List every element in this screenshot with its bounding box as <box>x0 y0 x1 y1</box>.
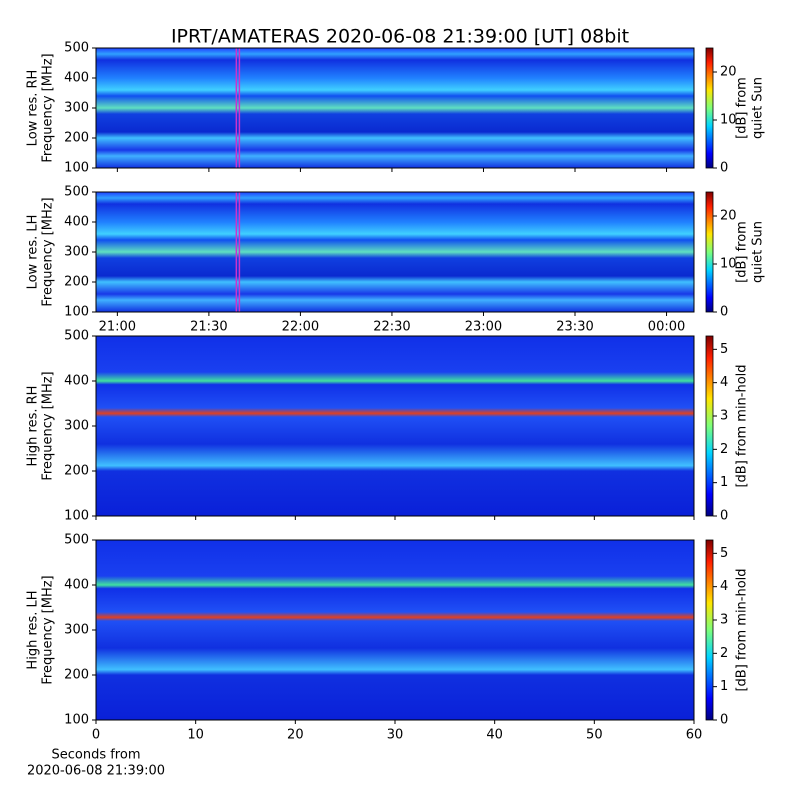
y-axis-label: Low res. LH <box>26 215 41 290</box>
colorbar-tick-label: 0 <box>720 509 728 524</box>
x-tick-label: 60 <box>686 728 703 743</box>
x-tick-label: 20 <box>287 728 304 743</box>
y-tick-label: 400 <box>64 215 89 230</box>
colorbar-tick-label: 20 <box>720 65 737 80</box>
colorbar-tick-label: 3 <box>720 613 728 628</box>
colorbar-tick-label: 0 <box>720 305 728 320</box>
x-tick-label: 22:00 <box>282 320 319 335</box>
colorbar-tick-label: 4 <box>720 375 728 390</box>
y-tick-label: 100 <box>64 305 89 320</box>
x-tick-label: 22:30 <box>373 320 410 335</box>
x-tick-label: 23:30 <box>556 320 593 335</box>
y-tick-label: 500 <box>64 329 89 344</box>
x-tick-label: 0 <box>92 728 100 743</box>
colorbar <box>705 539 714 721</box>
colorbar-tick-label: 5 <box>720 342 728 357</box>
y-tick-label: 200 <box>64 275 89 290</box>
y-tick-label: 300 <box>64 419 89 434</box>
colorbar-tick-label: 0 <box>720 161 728 176</box>
x-tick-label: 00:00 <box>648 320 685 335</box>
colorbar <box>705 335 714 517</box>
colorbar <box>705 191 714 313</box>
y-tick-label: 400 <box>64 71 89 86</box>
colorbar-tick-label: 1 <box>720 679 728 694</box>
y-tick-label: 200 <box>64 464 89 479</box>
y-tick-label: 500 <box>64 41 89 56</box>
colorbar-tick-label: 10 <box>720 257 737 272</box>
y-tick-label: 200 <box>64 668 89 683</box>
y-axis-label: Frequency [MHz] <box>41 371 56 480</box>
colorbar-label: quiet Sun <box>751 221 766 283</box>
colorbar-label: [dB] from <box>735 77 750 139</box>
y-tick-label: 100 <box>64 509 89 524</box>
spectrogram <box>96 540 694 720</box>
colorbar-tick-label: 4 <box>720 579 728 594</box>
y-tick-label: 300 <box>64 101 89 116</box>
colorbar-label: [dB] from min-hold <box>735 568 750 691</box>
spectrogram <box>96 336 694 516</box>
colorbar-label: [dB] from <box>735 221 750 283</box>
y-tick-label: 100 <box>64 713 89 728</box>
y-tick-label: 300 <box>64 245 89 260</box>
colorbar-tick-label: 0 <box>720 713 728 728</box>
colorbar-tick-label: 5 <box>720 546 728 561</box>
x-axis-label: 2020-06-08 21:39:00 <box>27 764 165 779</box>
y-axis-label: Frequency [MHz] <box>41 197 56 306</box>
x-tick-label: 10 <box>187 728 204 743</box>
y-axis-label: High res. RH <box>26 386 41 467</box>
spectrogram <box>96 192 694 312</box>
x-tick-label: 30 <box>387 728 404 743</box>
y-tick-label: 500 <box>64 533 89 548</box>
y-tick-label: 400 <box>64 374 89 389</box>
colorbar-tick-label: 3 <box>720 409 728 424</box>
colorbar-tick-label: 10 <box>720 113 737 128</box>
y-axis-label: Frequency [MHz] <box>41 575 56 684</box>
x-tick-label: 50 <box>586 728 603 743</box>
y-tick-label: 300 <box>64 623 89 638</box>
y-tick-label: 400 <box>64 578 89 593</box>
y-axis-label: Low res. RH <box>26 70 41 147</box>
x-tick-label: 21:30 <box>190 320 227 335</box>
y-tick-label: 200 <box>64 131 89 146</box>
spectrogram <box>96 48 694 168</box>
colorbar-tick-label: 20 <box>720 209 737 224</box>
y-axis-label: High res. LH <box>26 590 41 669</box>
colorbar-tick-label: 2 <box>720 442 728 457</box>
x-axis-label: Seconds from <box>51 748 140 763</box>
colorbar-label: [dB] from min-hold <box>735 364 750 487</box>
y-tick-label: 500 <box>64 185 89 200</box>
colorbar-tick-label: 1 <box>720 475 728 490</box>
y-tick-label: 100 <box>64 161 89 176</box>
y-axis-label: Frequency [MHz] <box>41 53 56 162</box>
x-tick-label: 23:00 <box>465 320 502 335</box>
colorbar <box>705 47 714 169</box>
colorbar-tick-label: 2 <box>720 646 728 661</box>
x-tick-label: 21:00 <box>99 320 136 335</box>
colorbar-label: quiet Sun <box>751 77 766 139</box>
x-tick-label: 40 <box>486 728 503 743</box>
chart-title: IPRT/AMATERAS 2020-06-08 21:39:00 [UT] 0… <box>171 26 629 48</box>
